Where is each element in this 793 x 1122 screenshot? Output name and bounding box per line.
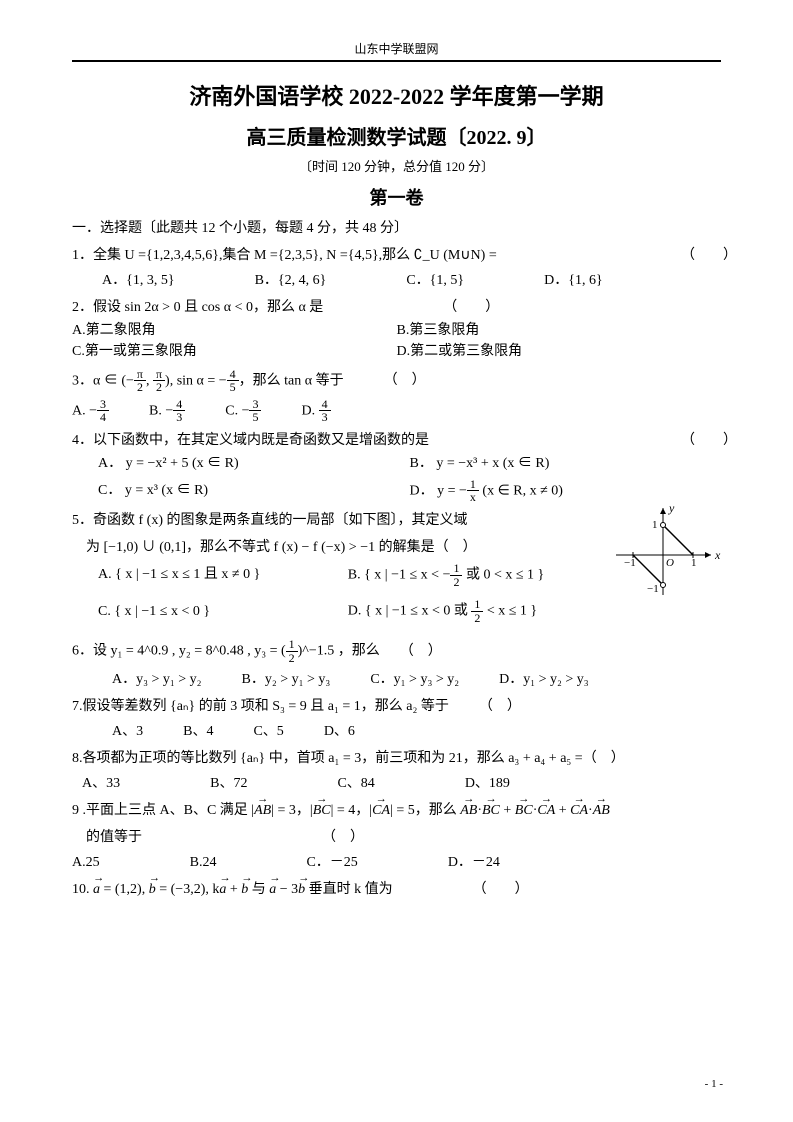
q6-options: A．y₃ > y₁ > y₂ B．y₂ > y₁ > y₃ C．y₁ > y₃ …	[112, 669, 721, 690]
q2: 2．假设 sin 2α > 0 且 cos α < 0，那么 α 是 （ ）	[72, 297, 721, 318]
q8-opt-c: C、84	[337, 773, 374, 794]
page-number: - 1 -	[705, 1078, 723, 1090]
q1-stem: 1．全集 U ={1,2,3,4,5,6},集合 M ={2,3,5}, N =…	[72, 245, 497, 266]
q6-opt-b: B．y₂ > y₁ > y₃	[242, 669, 331, 690]
q7-stem: 7.假设等差数列 {aₙ} 的前 3 项和 S₃ = 9 且 a₁ = 1，那么…	[72, 696, 449, 717]
q5-opt-d: D. { x | −1 ≤ x < 0 或 12 < x ≤ 1 }	[348, 598, 537, 624]
q9-paren: （ ）	[322, 827, 362, 848]
q4-paren: （ ）	[681, 430, 721, 451]
q4-options: A． y = −x² + 5 (x ∈ R)B． y = −x³ + x (x …	[98, 453, 721, 504]
q7-opt-a: A、3	[112, 721, 143, 742]
divider	[72, 60, 721, 62]
q4: 4．以下函数中，在其定义域内既是奇函数又是增函数的是 （ ）	[72, 430, 721, 451]
q5-line1: 5．奇函数 f (x) 的图象是两条直线的一局部〔如下图〕，其定义域	[72, 510, 611, 531]
q2-opt-a: A.第二象限角	[72, 320, 397, 341]
svg-text:1: 1	[691, 557, 697, 569]
q3-opt-c: C. −35	[225, 398, 261, 424]
q5-options: A. { x | −1 ≤ x ≤ 1 且 x ≠ 0 } B. { x | −…	[98, 562, 611, 624]
q3-opt-b: B. −43	[149, 398, 185, 424]
q9-line2-row: 的值等于 （ ）	[86, 827, 721, 848]
q9: 9 .平面上三点 A、B、C 满足 |AB| = 3，|BC| = 4，|CA|…	[72, 800, 721, 821]
roll-title: 第一卷	[72, 185, 721, 212]
q7-options: A、3 B、4 C、5 D、6	[112, 721, 721, 742]
q3-options: A. −34 B. −43 C. −35 D. 43	[72, 398, 721, 424]
q5-line2: 为 [−1,0) ∪ (0,1]，那么不等式 f (x) − f (−x) > …	[86, 537, 611, 558]
svg-text:1: 1	[652, 519, 658, 531]
q1-opt-c: C．{1, 5}	[406, 270, 464, 291]
q2-opt-d: D.第二或第三象限角	[397, 341, 722, 362]
q2-opt-b: B.第三象限角	[397, 320, 722, 341]
q9-line2: 的值等于	[86, 827, 142, 848]
q1-options: A．{1, 3, 5} B．{2, 4, 6} C．{1, 5} D．{1, 6…	[102, 270, 721, 291]
q5-opt-a: A. { x | −1 ≤ x ≤ 1 且 x ≠ 0 }	[98, 564, 344, 585]
q5-opt-c: C. { x | −1 ≤ x < 0 }	[98, 601, 344, 622]
q7-paren: （ ）	[479, 696, 519, 717]
title-info: 〔时间 120 分钟，总分值 120 分〕	[72, 157, 721, 177]
q4-opt-c: C． y = x³ (x ∈ R)	[98, 480, 410, 501]
section-one-heading: 一．选择题〔此题共 12 个小题，每题 4 分，共 48 分〕	[72, 218, 721, 239]
q8-options: A、33 B、72 C、84 D、189	[82, 773, 721, 794]
q6-opt-a: A．y₃ > y₁ > y₂	[112, 669, 202, 690]
q9-options: A.25 B.24 C．－25 D．－24	[72, 852, 721, 873]
q3-paren: （ ）	[384, 370, 424, 391]
q4-stem: 4．以下函数中，在其定义域内既是奇函数又是增函数的是	[72, 430, 429, 451]
q2-opt-c: C.第一或第三象限角	[72, 341, 397, 362]
q9-opt-c: C．－25	[306, 852, 357, 873]
q3-stem: 3．α ∈ (−π2, π2), sin α = −45，那么 tan α 等于	[72, 368, 344, 394]
q7-opt-c: C、5	[253, 721, 283, 742]
q6-opt-c: C．y₁ > y₃ > y₂	[370, 669, 459, 690]
svg-text:−1: −1	[624, 557, 636, 569]
q6-stem: 6．设 y₁ = 4^0.9 , y₂ = 8^0.48 , y₃ = (12)…	[72, 638, 380, 664]
q9-opt-b: B.24	[190, 852, 217, 873]
q1: 1．全集 U ={1,2,3,4,5,6},集合 M ={2,3,5}, N =…	[72, 245, 721, 266]
q3-opt-d: D. 43	[301, 398, 330, 424]
title-sub: 高三质量检测数学试题〔2022. 9〕	[72, 123, 721, 153]
q7: 7.假设等差数列 {aₙ} 的前 3 项和 S₃ = 9 且 a₁ = 1，那么…	[72, 696, 721, 717]
q6: 6．设 y₁ = 4^0.9 , y₂ = 8^0.48 , y₃ = (12)…	[72, 638, 721, 664]
q6-opt-d: D．y₁ > y₂ > y₃	[499, 669, 589, 690]
q5-opt-b: B. { x | −1 ≤ x < −12 或 0 < x ≤ 1 }	[348, 562, 545, 588]
title-main: 济南外国语学校 2022-2022 学年度第一学期	[72, 80, 721, 113]
q9-line1: 9 .平面上三点 A、B、C 满足 |AB| = 3，|BC| = 4，|CA|…	[72, 803, 610, 818]
q8-stem: 8.各项都为正项的等比数列 {aₙ} 中，首项 a₁ = 3，前三项和为 21，…	[72, 751, 625, 766]
q9-opt-d: D．－24	[448, 852, 500, 873]
svg-text:x: x	[714, 548, 721, 562]
q6-paren: （ ）	[400, 641, 440, 662]
svg-text:O: O	[666, 557, 674, 569]
q5-graph: x y O −1 1 1 −1	[611, 500, 721, 600]
q10-stem: 10. a = (1,2), b = (−3,2), ka + b 与 a − …	[72, 879, 393, 900]
q1-opt-a: A．{1, 3, 5}	[102, 270, 175, 291]
q8-opt-b: B、72	[210, 773, 247, 794]
q10-paren: （ ）	[473, 879, 513, 900]
q4-opt-a: A． y = −x² + 5 (x ∈ R)	[98, 453, 410, 474]
q2-stem: 2．假设 sin 2α > 0 且 cos α < 0，那么 α 是	[72, 297, 323, 318]
q1-opt-b: B．{2, 4, 6}	[255, 270, 327, 291]
q7-opt-d: D、6	[324, 721, 355, 742]
q1-paren: （ ）	[681, 245, 721, 266]
q1-opt-d: D．{1, 6}	[544, 270, 603, 291]
q2-options: A.第二象限角B.第三象限角 C.第一或第三象限角D.第二或第三象限角	[72, 320, 721, 362]
q5: 5．奇函数 f (x) 的图象是两条直线的一局部〔如下图〕，其定义域 为 [−1…	[72, 504, 721, 628]
q4-opt-b: B． y = −x³ + x (x ∈ R)	[410, 453, 722, 474]
q2-paren: （ ）	[443, 297, 483, 318]
q8-opt-a: A、33	[82, 773, 120, 794]
q3-opt-a: A. −34	[72, 398, 109, 424]
q3: 3．α ∈ (−π2, π2), sin α = −45，那么 tan α 等于…	[72, 368, 721, 394]
q8: 8.各项都为正项的等比数列 {aₙ} 中，首项 a₁ = 3，前三项和为 21，…	[72, 748, 721, 769]
site-header: 山东中学联盟网	[72, 40, 721, 58]
q7-opt-b: B、4	[183, 721, 213, 742]
svg-text:−1: −1	[647, 583, 659, 595]
q10: 10. a = (1,2), b = (−3,2), ka + b 与 a − …	[72, 879, 721, 900]
svg-text:y: y	[668, 501, 675, 515]
